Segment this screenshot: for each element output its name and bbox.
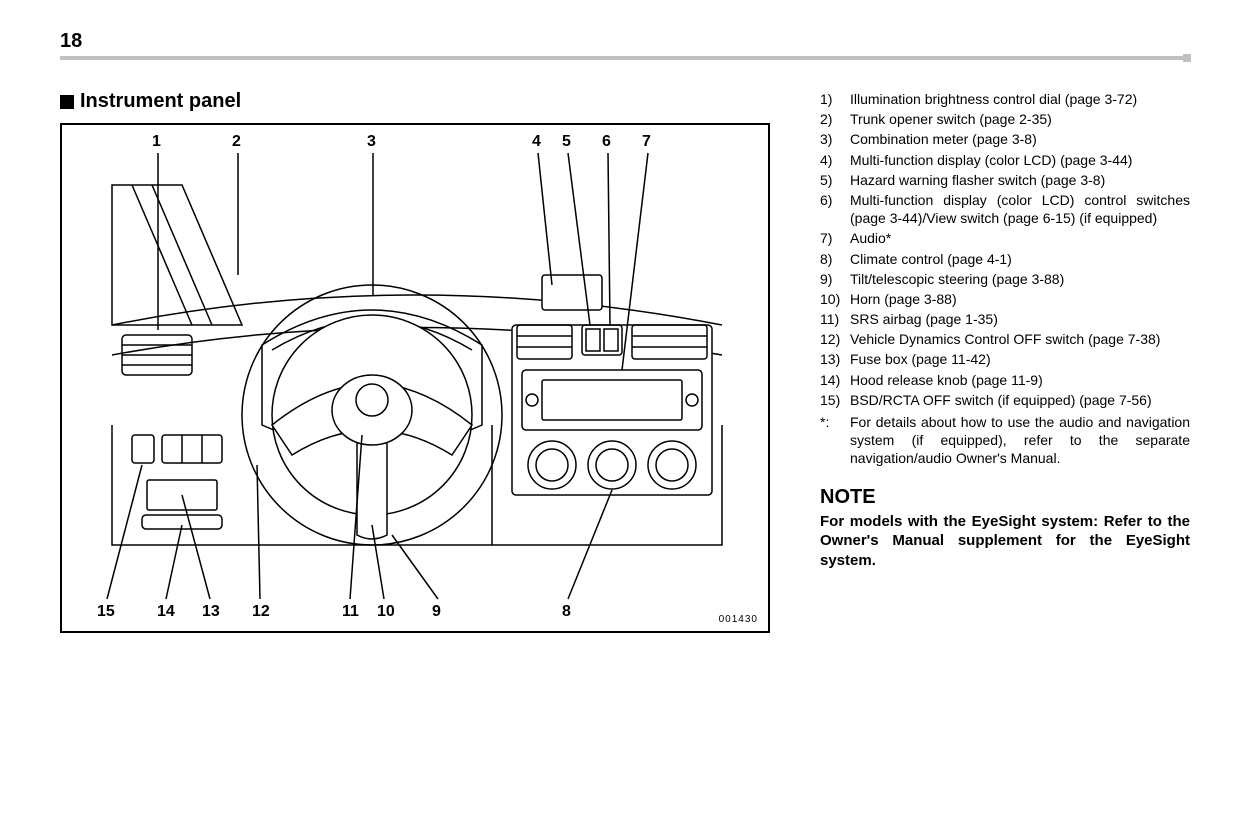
legend-num: 11)	[820, 310, 850, 328]
legend-item: 11)SRS airbag (page 1-35)	[820, 310, 1190, 328]
legend-item: 6)Multi-function display (color LCD) con…	[820, 191, 1190, 227]
legend-text: Multi-function display (color LCD) (page…	[850, 151, 1190, 169]
legend-num: 15)	[820, 391, 850, 409]
legend-item: 7)Audio*	[820, 229, 1190, 247]
legend-num: 14)	[820, 371, 850, 389]
footnote-marker: *:	[820, 413, 850, 468]
callout-number: 10	[377, 603, 395, 621]
legend-num: 7)	[820, 229, 850, 247]
callout-number: 1	[152, 133, 161, 151]
right-column: 1)Illumination brightness control dial (…	[820, 90, 1190, 633]
legend-text: Illumination brightness control dial (pa…	[850, 90, 1190, 108]
page-number: 18	[60, 30, 82, 53]
legend-num: 3)	[820, 130, 850, 148]
legend-text: SRS airbag (page 1-35)	[850, 310, 1190, 328]
section-title: Instrument panel	[60, 90, 780, 113]
callout-number: 12	[252, 603, 270, 621]
legend-num: 4)	[820, 151, 850, 169]
legend-text: Multi-function display (color LCD) contr…	[850, 191, 1190, 227]
legend-item: 2)Trunk opener switch (page 2-35)	[820, 110, 1190, 128]
legend-text: Hazard warning flasher switch (page 3-8)	[850, 171, 1190, 189]
legend-text: Climate control (page 4-1)	[850, 250, 1190, 268]
page: 18 Instrument panel	[0, 0, 1241, 827]
footnote-text: For details about how to use the audio a…	[850, 413, 1190, 468]
legend-item: 3)Combination meter (page 3-8)	[820, 130, 1190, 148]
legend-text: Horn (page 3-88)	[850, 290, 1190, 308]
legend-num: 10)	[820, 290, 850, 308]
legend-text: Hood release knob (page 11-9)	[850, 371, 1190, 389]
legend-text: BSD/RCTA OFF switch (if equipped) (page …	[850, 391, 1190, 409]
figure-id: 001430	[719, 614, 758, 625]
page-header: 18	[60, 30, 1191, 60]
callout-number: 8	[562, 603, 571, 621]
legend-list: 1)Illumination brightness control dial (…	[820, 90, 1190, 409]
legend-text: Trunk opener switch (page 2-35)	[850, 110, 1190, 128]
callout-number: 7	[642, 133, 651, 151]
legend-num: 1)	[820, 90, 850, 108]
legend-item: 13)Fuse box (page 11-42)	[820, 350, 1190, 368]
callout-number: 6	[602, 133, 611, 151]
square-bullet-icon	[60, 95, 74, 109]
legend-text: Tilt/telescopic steering (page 3-88)	[850, 270, 1190, 288]
legend-num: 2)	[820, 110, 850, 128]
note-body: For models with the EyeSight system: Ref…	[820, 512, 1190, 571]
legend-num: 12)	[820, 330, 850, 348]
section-title-text: Instrument panel	[80, 90, 241, 113]
legend-num: 5)	[820, 171, 850, 189]
callout-number: 14	[157, 603, 175, 621]
legend-item: 9)Tilt/telescopic steering (page 3-88)	[820, 270, 1190, 288]
legend-item: 5)Hazard warning flasher switch (page 3-…	[820, 171, 1190, 189]
legend-item: 10)Horn (page 3-88)	[820, 290, 1190, 308]
legend-num: 6)	[820, 191, 850, 227]
callout-number: 9	[432, 603, 441, 621]
legend-text: Fuse box (page 11-42)	[850, 350, 1190, 368]
legend-text: Audio*	[850, 229, 1190, 247]
legend-item: 14)Hood release knob (page 11-9)	[820, 371, 1190, 389]
callout-number: 13	[202, 603, 220, 621]
callout-number: 4	[532, 133, 541, 151]
figure-frame: 1234567 15141312111098 001430	[60, 123, 770, 633]
legend-item: 1)Illumination brightness control dial (…	[820, 90, 1190, 108]
left-column: Instrument panel	[60, 90, 780, 633]
callout-number: 5	[562, 133, 571, 151]
legend-num: 8)	[820, 250, 850, 268]
footnote: *: For details about how to use the audi…	[820, 413, 1190, 468]
legend-item: 8)Climate control (page 4-1)	[820, 250, 1190, 268]
legend-item: 12)Vehicle Dynamics Control OFF switch (…	[820, 330, 1190, 348]
legend-item: 4)Multi-function display (color LCD) (pa…	[820, 151, 1190, 169]
note-heading: NOTE	[820, 484, 1190, 510]
legend-item: 15)BSD/RCTA OFF switch (if equipped) (pa…	[820, 391, 1190, 409]
legend-text: Vehicle Dynamics Control OFF switch (pag…	[850, 330, 1190, 348]
legend-num: 13)	[820, 350, 850, 368]
callout-number: 15	[97, 603, 115, 621]
legend-text: Combination meter (page 3-8)	[850, 130, 1190, 148]
legend-num: 9)	[820, 270, 850, 288]
callout-number: 3	[367, 133, 376, 151]
content: Instrument panel	[60, 90, 1191, 633]
callout-number: 11	[342, 603, 359, 621]
dashboard-illustration	[62, 125, 768, 631]
callout-number: 2	[232, 133, 241, 151]
header-rule	[60, 56, 1191, 60]
header-knob	[1183, 54, 1191, 62]
